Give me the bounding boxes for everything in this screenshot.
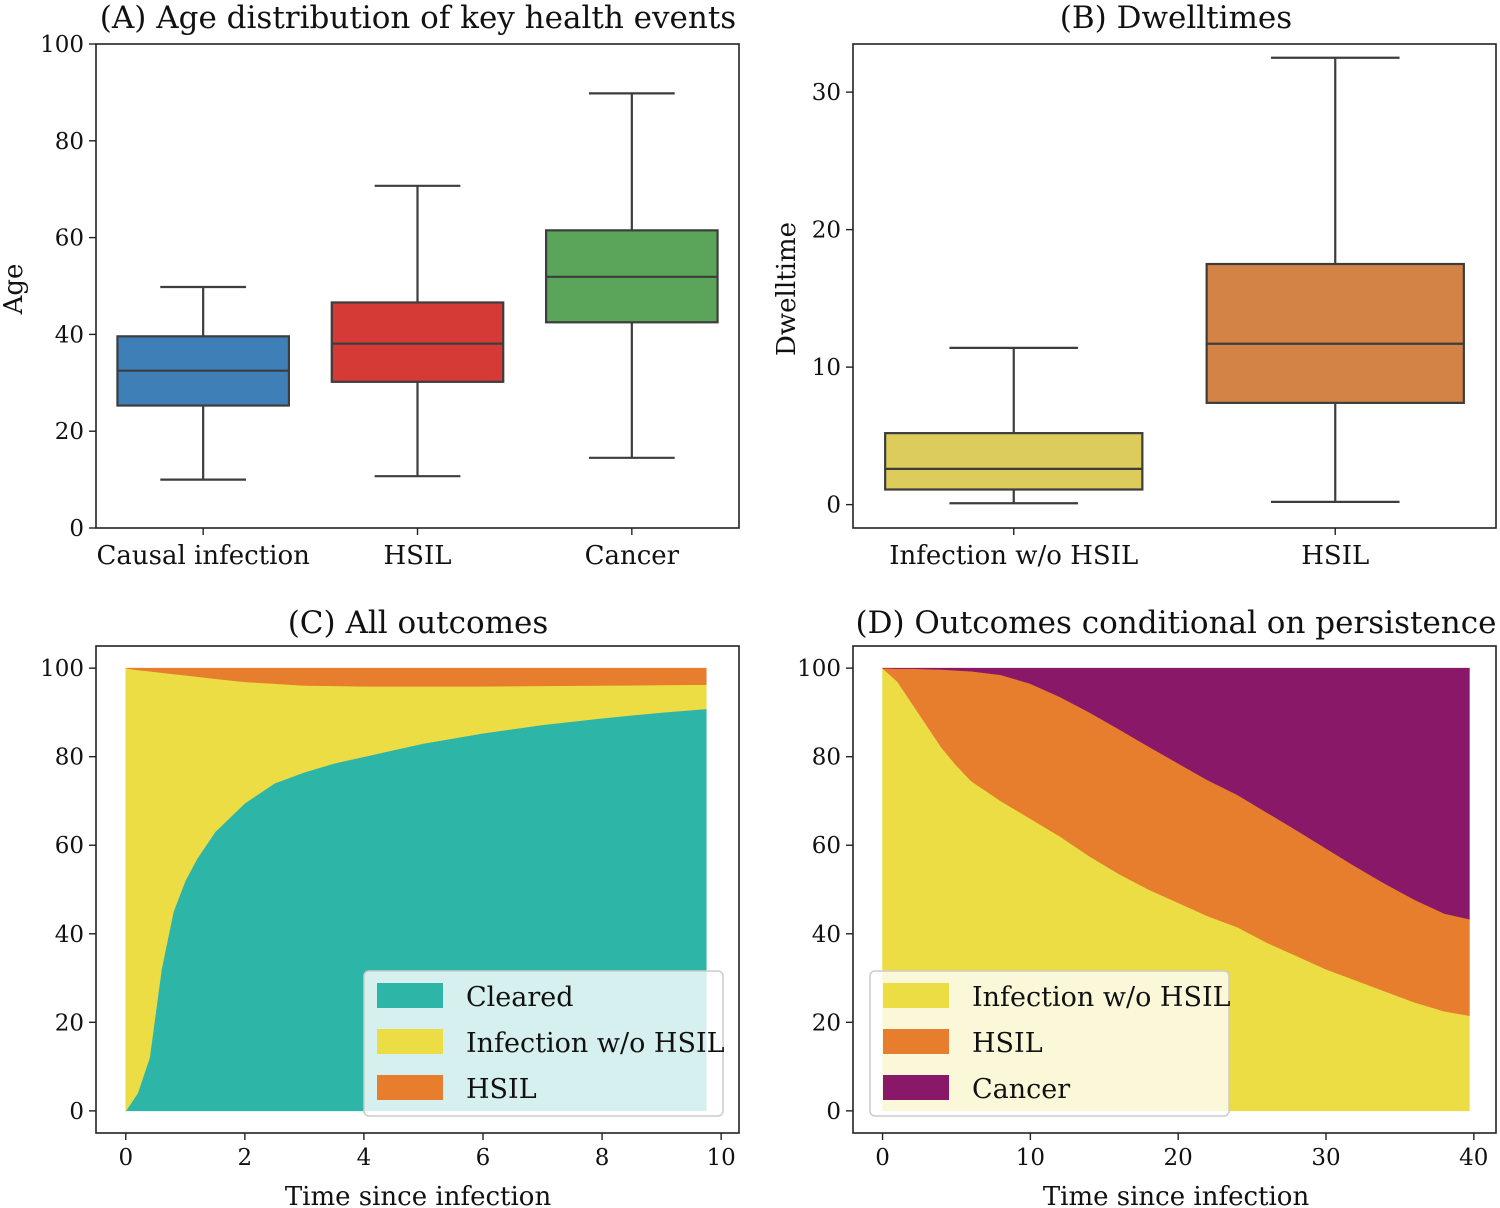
legend-swatch	[883, 1029, 949, 1054]
panel-a-frame	[95, 43, 740, 529]
panel-c-ytick-label: 80	[55, 745, 84, 771]
panel-a-ytick-label: 0	[69, 516, 84, 542]
category-label: Infection w/o HSIL	[889, 541, 1138, 571]
panel-d-xtick-label: 40	[1459, 1145, 1488, 1171]
panel-b-ytick-label: 20	[812, 218, 841, 244]
panel-d-frame	[852, 645, 1497, 1134]
panel-d-ytick-label: 60	[812, 833, 841, 859]
panel-c-ytick-label: 40	[55, 922, 84, 948]
panel-b-ytick-label: 30	[812, 80, 841, 106]
panel-d-xtick-label: 30	[1311, 1145, 1340, 1171]
panel-c-legend: Cleared Infection w/o HSIL HSIL	[363, 970, 725, 1117]
legend-box	[869, 970, 1230, 1117]
panel-d-ytick-label: 80	[812, 745, 841, 771]
legend-swatch	[377, 1029, 443, 1054]
legend-swatch	[377, 983, 443, 1008]
panel-c-xlabel: Time since infection	[285, 1182, 552, 1208]
legend-label: Cleared	[466, 982, 574, 1013]
panel-d-xlabel: Time since infection	[1043, 1182, 1310, 1208]
panel-c-ytick-label: 0	[69, 1099, 84, 1125]
legend-label: HSIL	[466, 1074, 537, 1105]
panel-d-xtick-label: 20	[1164, 1145, 1193, 1171]
category-label: HSIL	[1301, 541, 1369, 571]
panel-b-title: (B) Dwelltimes	[1060, 0, 1292, 36]
area-series-cancer	[882, 667, 1470, 920]
panel-d-title: (D) Outcomes conditional on persistence	[856, 605, 1497, 641]
area-series-hsil	[125, 667, 707, 687]
panel-d-legend: Infection w/o HSIL HSIL Cancer	[869, 970, 1231, 1117]
panel-b-dwelltimes: (B) Dwelltimes Dwelltime Infection w/o H…	[772, 0, 1497, 571]
panel-b-ytick-label: 0	[826, 493, 841, 519]
panel-c-ytick-label: 100	[40, 656, 84, 682]
panel-b-ylabel: Dwelltime	[772, 222, 802, 356]
panel-a-age-distribution: (A) Age distribution of key health event…	[0, 0, 740, 571]
panel-d-ytick-label: 100	[797, 656, 841, 682]
panel-d-ytick-label: 0	[826, 1099, 841, 1125]
panel-c-xtick-label: 2	[238, 1145, 253, 1171]
category-label: Cancer	[585, 541, 680, 571]
panel-c-xtick-label: 8	[595, 1145, 610, 1171]
panel-a-ytick-label: 80	[55, 129, 84, 155]
panel-a-ytick-label: 60	[55, 226, 84, 252]
panel-b-frame	[852, 43, 1497, 529]
panel-a-ytick-label: 40	[55, 322, 84, 348]
panel-b-ticks: Infection w/o HSIL HSIL 0 10 20 30	[812, 80, 1370, 571]
legend-swatch	[377, 1075, 443, 1100]
panel-a-plot	[116, 92, 719, 481]
panel-c-ytick-label: 20	[55, 1010, 84, 1036]
panel-c-frame	[95, 645, 740, 1134]
panel-c-xtick-label: 10	[706, 1145, 735, 1171]
legend-label: Infection w/o HSIL	[972, 982, 1231, 1013]
panel-d-xtick-label: 10	[1016, 1145, 1045, 1171]
legend-swatch	[883, 983, 949, 1008]
panel-c-title: (C) All outcomes	[288, 605, 549, 641]
panel-c-xtick-label: 0	[118, 1145, 133, 1171]
legend-label: Infection w/o HSIL	[466, 1028, 725, 1059]
legend-label: HSIL	[972, 1028, 1043, 1059]
legend-label: Cancer	[972, 1074, 1070, 1105]
panel-a-ylabel: Age	[0, 264, 29, 316]
panel-c-xtick-label: 4	[357, 1145, 372, 1171]
panel-a-ytick-label: 20	[55, 419, 84, 445]
panel-d-xtick-label: 0	[875, 1145, 890, 1171]
panel-a-ticks: Causal infection HSIL Cancer 0 20 40 60 80 100	[40, 32, 680, 571]
panel-d-ytick-label: 20	[812, 1010, 841, 1036]
panel-d-conditional-outcomes: (D) Outcomes conditional on persistence …	[797, 605, 1497, 1208]
panel-c-ytick-label: 60	[55, 833, 84, 859]
panel-d-ticks: 0 10 20 30 40 0 20 40 60 80 100	[797, 656, 1488, 1171]
box-body	[330, 301, 505, 383]
panel-d-ytick-label: 40	[812, 922, 841, 948]
box-body	[884, 432, 1144, 491]
legend-swatch	[883, 1075, 949, 1100]
panel-c-all-outcomes: (C) All outcomes Time since infection 0 2…	[40, 605, 740, 1208]
category-label: HSIL	[383, 541, 451, 571]
panel-a-ytick-label: 100	[40, 32, 84, 58]
legend-box	[363, 970, 724, 1117]
panel-a-title: (A) Age distribution of key health event…	[100, 0, 736, 36]
box-body	[1205, 262, 1465, 404]
category-label: Causal infection	[96, 541, 310, 571]
panel-b-ytick-label: 10	[812, 355, 841, 381]
panel-b-plot	[884, 56, 1465, 505]
panel-c-xtick-label: 6	[476, 1145, 491, 1171]
